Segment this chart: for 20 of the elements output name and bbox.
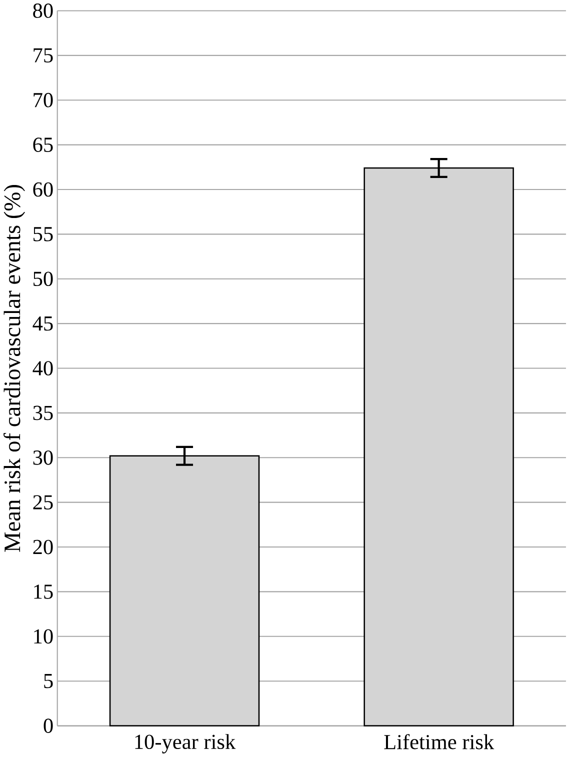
y-tick-label: 75 bbox=[34, 48, 54, 62]
y-tick-label: 50 bbox=[34, 272, 54, 286]
y-tick-label: 15 bbox=[34, 584, 54, 599]
y-axis-title: Mean risk of cardiovascular events (%) bbox=[4, 185, 26, 552]
y-tick-label: 20 bbox=[33, 540, 54, 554]
y-tick-label: 45 bbox=[32, 316, 54, 331]
y-tick-label: 70 bbox=[34, 92, 54, 108]
x-tick-label: 10-year risk bbox=[136, 734, 236, 754]
y-tick-label: 60 bbox=[33, 182, 54, 197]
y-tick-label: 5 bbox=[44, 674, 54, 688]
y-tick-label: 80 bbox=[33, 4, 54, 18]
y-tick-label: 10 bbox=[34, 629, 54, 644]
y-tick-label: 65 bbox=[33, 138, 54, 152]
y-tick-label: 25 bbox=[33, 495, 54, 510]
y-tick-label: 30 bbox=[34, 450, 54, 465]
y-tick-label: 0 bbox=[44, 718, 54, 733]
y-tick-label: 40 bbox=[32, 361, 54, 376]
y-tick-label: 35 bbox=[34, 406, 54, 420]
y-tick-label: 55 bbox=[34, 227, 54, 242]
x-tick-label: Lifetime risk bbox=[384, 734, 494, 750]
